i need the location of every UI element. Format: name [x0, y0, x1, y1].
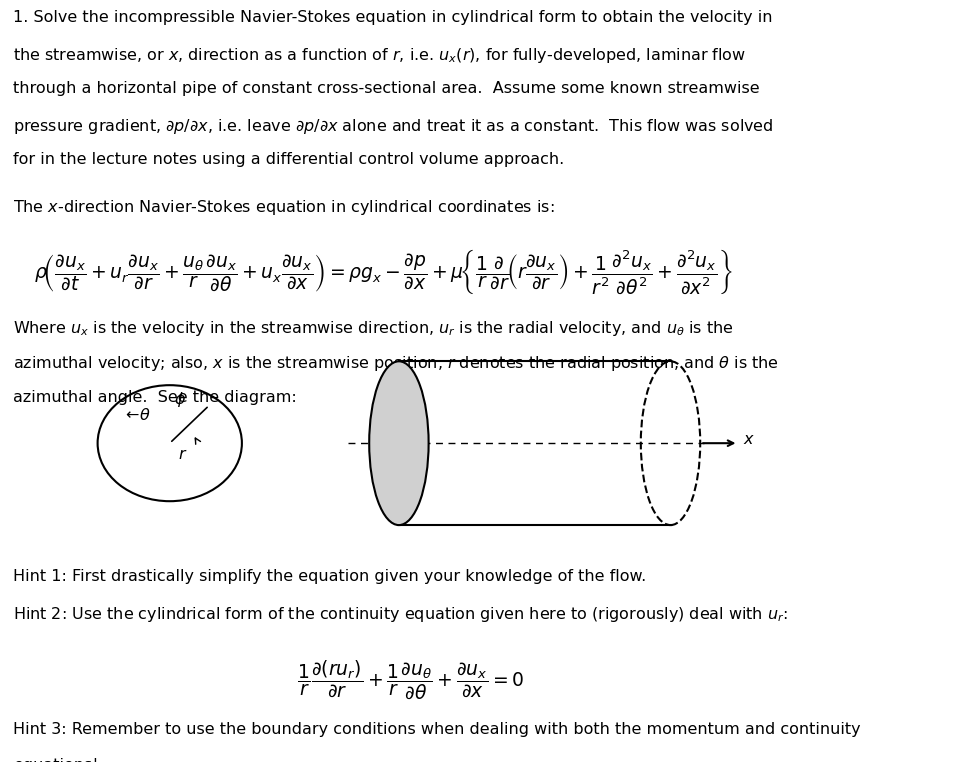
Text: $\leftarrow\!\theta$: $\leftarrow\!\theta$	[121, 407, 150, 423]
Text: Where $u_x$ is the velocity in the streamwise direction, $u_r$ is the radial vel: Where $u_x$ is the velocity in the strea…	[12, 319, 733, 338]
Text: the streamwise, or $x$, direction as a function of $r$, i.e. $u_x(r)$, for fully: the streamwise, or $x$, direction as a f…	[12, 46, 745, 65]
Text: $\phi$: $\phi$	[174, 390, 185, 409]
Text: equations!: equations!	[12, 757, 98, 762]
Text: 1. Solve the incompressible Navier-Stokes equation in cylindrical form to obtain: 1. Solve the incompressible Navier-Stoke…	[12, 10, 772, 25]
Ellipse shape	[369, 361, 429, 525]
Text: Hint 3: Remember to use the boundary conditions when dealing with both the momen: Hint 3: Remember to use the boundary con…	[12, 722, 859, 737]
Text: The $x$-direction Navier-Stokes equation in cylindrical coordinates is:: The $x$-direction Navier-Stokes equation…	[12, 198, 554, 217]
Text: $\dfrac{1}{r}\dfrac{\partial(ru_r)}{\partial r} + \dfrac{1}{r}\dfrac{\partial u_: $\dfrac{1}{r}\dfrac{\partial(ru_r)}{\par…	[297, 658, 524, 700]
Text: for in the lecture notes using a differential control volume approach.: for in the lecture notes using a differe…	[12, 152, 563, 167]
Text: $x$: $x$	[742, 432, 753, 447]
Text: Hint 1: First drastically simplify the equation given your knowledge of the flow: Hint 1: First drastically simplify the e…	[12, 569, 645, 584]
Text: $r$: $r$	[178, 447, 187, 462]
Text: $\rho\!\left(\dfrac{\partial u_x}{\partial t} + u_r\dfrac{\partial u_x}{\partial: $\rho\!\left(\dfrac{\partial u_x}{\parti…	[34, 248, 732, 296]
Text: azimuthal velocity; also, $x$ is the streamwise position, $r$ denotes the radial: azimuthal velocity; also, $x$ is the str…	[12, 354, 777, 373]
Text: Hint 2: Use the cylindrical form of the continuity equation given here to (rigor: Hint 2: Use the cylindrical form of the …	[12, 605, 787, 624]
Text: pressure gradient, $\partial p/\partial x$, i.e. leave $\partial p/\partial x$ a: pressure gradient, $\partial p/\partial …	[12, 117, 773, 136]
Text: through a horizontal pipe of constant cross-sectional area.  Assume some known s: through a horizontal pipe of constant cr…	[12, 82, 758, 96]
Text: azimuthal angle.  See the diagram:: azimuthal angle. See the diagram:	[12, 390, 296, 405]
